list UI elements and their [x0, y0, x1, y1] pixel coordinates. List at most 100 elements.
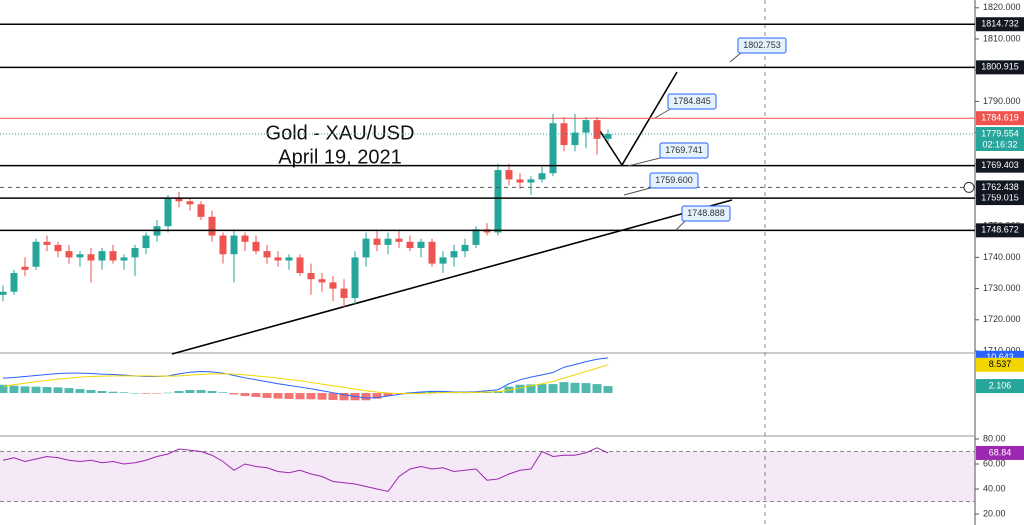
macd-histogram-bar: [152, 393, 162, 394]
signal-value-label: 8.537: [989, 359, 1012, 369]
candle-body: [307, 273, 315, 280]
chart-subtitle: April 19, 2021: [278, 146, 401, 168]
candle-body: [142, 235, 150, 249]
callout-label: 1748.888: [687, 208, 725, 218]
macd-histogram-bar: [196, 390, 206, 394]
macd-histogram-bar: [515, 384, 525, 394]
macd-histogram-bar: [64, 388, 74, 394]
candle-body: [0, 291, 7, 295]
macd-histogram-bar: [75, 389, 85, 394]
candle-body: [54, 244, 62, 252]
crosshair-button: [963, 181, 975, 193]
crosshair-label-box: [976, 180, 1024, 195]
candle-body: [87, 254, 95, 261]
macd-histogram-bar: [130, 393, 140, 394]
candle-body: [296, 257, 304, 273]
callout-box: [649, 172, 699, 189]
resistance-label: 1784.619: [981, 113, 1019, 123]
candle-body: [461, 244, 469, 252]
callout-pointer: [675, 219, 687, 231]
macd-histogram-bar: [317, 393, 327, 400]
candle-body: [197, 204, 205, 217]
candle-body: [384, 238, 392, 245]
callout-box: [659, 142, 709, 159]
macd-histogram-bar: [240, 393, 250, 396]
macd-histogram-bar: [108, 391, 118, 394]
macd-histogram-bar: [603, 386, 613, 394]
macd-histogram-bar: [306, 393, 316, 400]
macd-histogram-bar: [207, 391, 217, 394]
callout-pointer: [729, 51, 743, 63]
macd-histogram-bar: [295, 393, 305, 400]
level-label: 1814.732: [981, 19, 1019, 29]
macd-histogram-bar: [427, 391, 437, 394]
candle-body: [362, 238, 370, 258]
macd-histogram-bar: [526, 384, 536, 394]
callout-label: 1769.741: [665, 145, 703, 155]
macd-histogram-bar: [0, 384, 8, 394]
level-label: 1748.672: [981, 225, 1019, 235]
callout-label: 1759.600: [655, 175, 693, 185]
candle-body: [219, 235, 227, 255]
level-label-box: [976, 17, 1024, 32]
candle-body: [450, 251, 458, 258]
rsi-band: [0, 451, 975, 502]
macd-histogram-bar: [361, 393, 371, 401]
candle-body: [571, 132, 579, 146]
macd-histogram-bar: [141, 393, 151, 394]
rsi-value-box: [976, 445, 1024, 460]
candle-body: [428, 241, 436, 264]
candle-body: [285, 257, 293, 261]
macd-histogram-bar: [185, 390, 195, 394]
level-label-box: [976, 158, 1024, 173]
macd-histogram-bar: [119, 392, 129, 394]
candle-body: [318, 279, 326, 283]
macd-histogram-bar: [218, 392, 228, 394]
candle-body: [373, 238, 381, 245]
candle-body: [186, 201, 194, 205]
rsi-tick-label: 40.00: [983, 483, 1006, 493]
level-label: 1769.403: [981, 160, 1019, 170]
candle-body: [10, 273, 18, 292]
candle-body: [241, 235, 249, 242]
candle-body: [494, 170, 502, 233]
y-tick-label: 1810.000: [983, 33, 1021, 43]
macd-histogram-bar: [548, 384, 558, 394]
level-label: 1800.915: [981, 62, 1019, 72]
level-label-box: [976, 223, 1024, 238]
candle-body: [329, 282, 337, 289]
rsi-tick-label: 20.00: [983, 508, 1006, 518]
candle-body: [516, 179, 524, 183]
macd-histogram-bar: [53, 387, 63, 394]
candle-body: [549, 123, 557, 174]
candle-body: [417, 241, 425, 249]
macd-histogram-bar: [460, 392, 470, 394]
callout-pointer: [654, 107, 673, 119]
candle-body: [109, 251, 117, 261]
callout-pointer: [623, 186, 655, 196]
macd-histogram-bar: [262, 393, 272, 398]
macd-histogram-bar: [449, 392, 459, 394]
crosshair-label: 1762.438: [981, 182, 1019, 192]
callout-box: [667, 93, 717, 110]
macd-histogram-bar: [592, 384, 602, 394]
level-label-box: [976, 60, 1024, 75]
callout-box: [681, 205, 731, 222]
candle-body: [208, 216, 216, 236]
last-price-box: [976, 126, 1024, 151]
macd-histogram-bar: [328, 393, 338, 400]
candle-body: [340, 288, 348, 298]
y-tick-label: 1730.000: [983, 283, 1021, 293]
candle-body: [472, 229, 480, 245]
y-tick-label: 1790.000: [983, 96, 1021, 106]
macd-histogram-bar: [372, 393, 382, 399]
candle-body: [439, 257, 447, 264]
macd-histogram-bar: [559, 382, 569, 394]
callout-box: [737, 37, 787, 54]
macd-histogram-bar: [86, 390, 96, 394]
macd-signal-line: [2, 364, 609, 395]
candle-body: [175, 198, 183, 202]
macd-histogram-bar: [383, 393, 393, 396]
candle-body: [43, 241, 51, 245]
macd-histogram-bar: [339, 393, 349, 401]
